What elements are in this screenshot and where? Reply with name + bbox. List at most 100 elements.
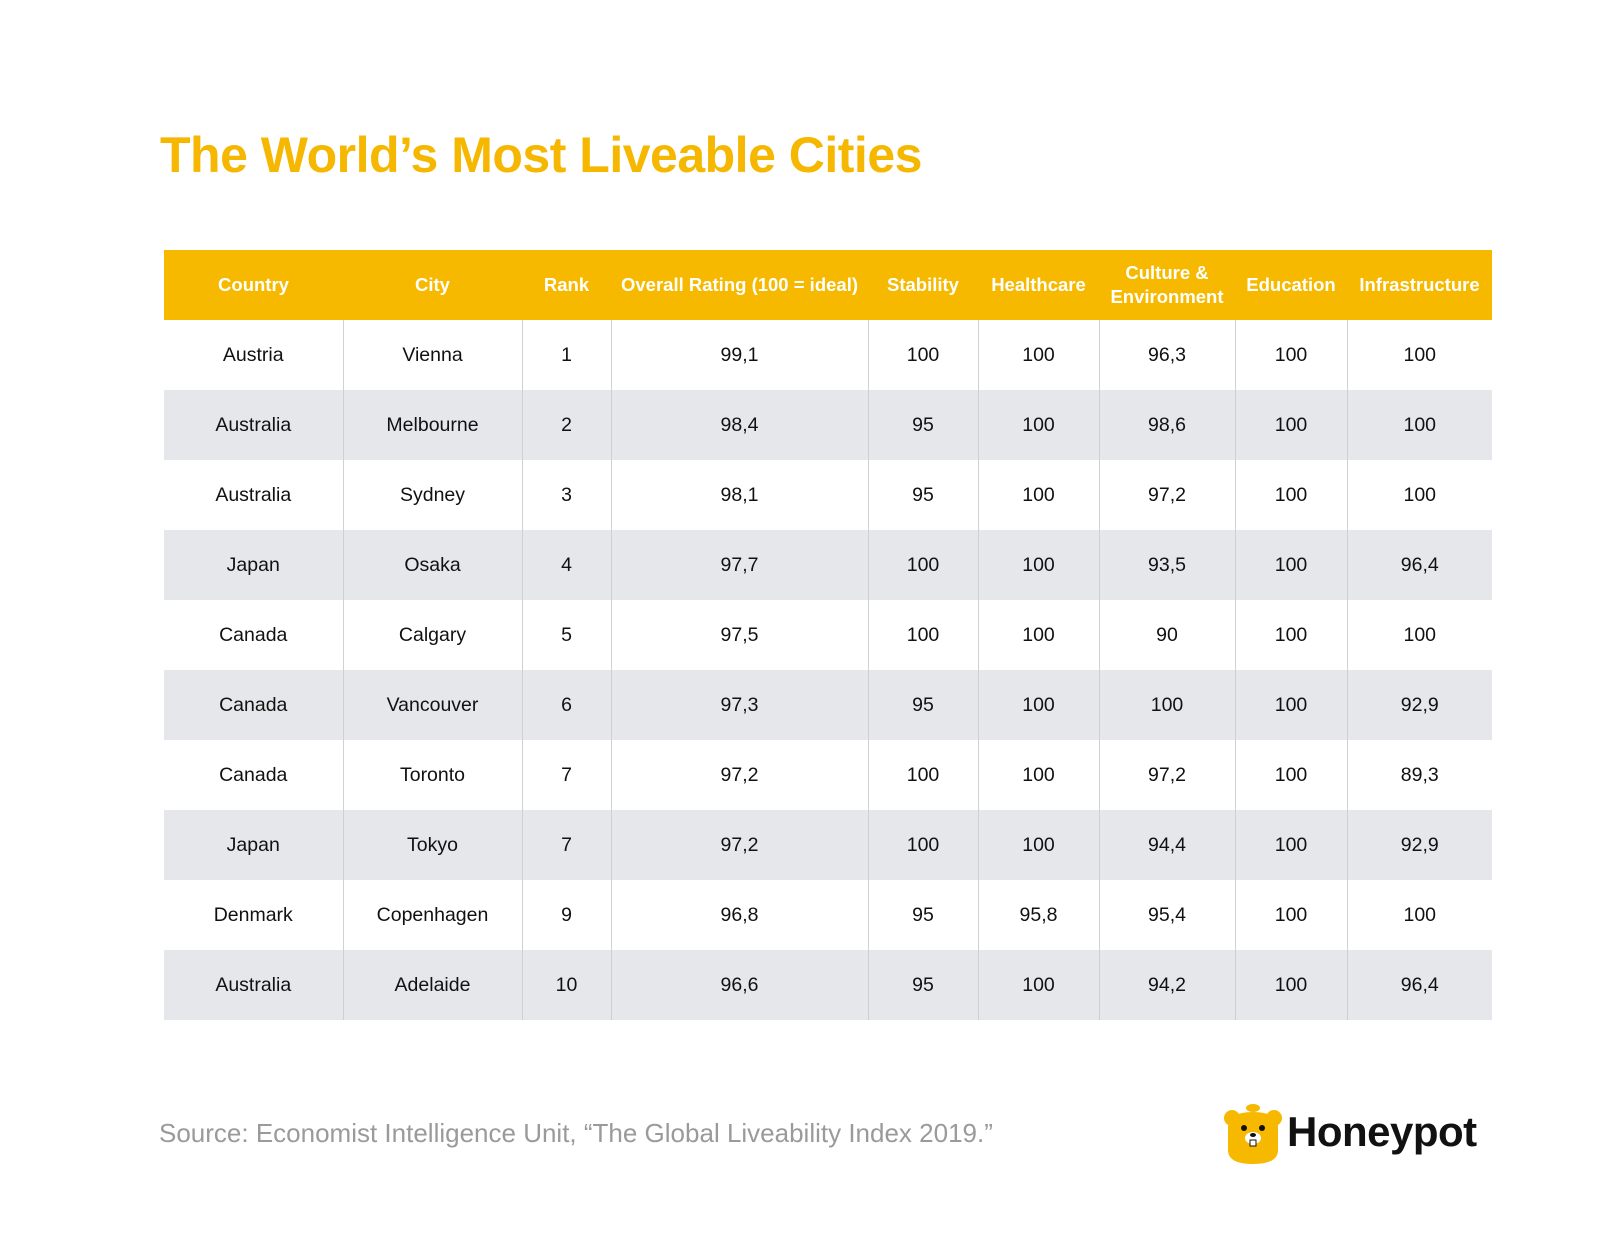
table-cell: Japan (164, 810, 343, 880)
logo-icon (1224, 1104, 1282, 1164)
table-cell: 95 (867, 670, 978, 740)
table-cell: 97,2 (610, 740, 868, 810)
table-row: Denmark Copenhagen 9 96,8 95 95,8 95,4 100 100 (164, 880, 1492, 950)
table-cell: 100 (977, 460, 1099, 530)
table-cell: 100 (1234, 320, 1347, 390)
table-cell: 100 (1234, 670, 1347, 740)
table-cell: 1 (521, 320, 611, 390)
table-cell: 98,6 (1098, 390, 1235, 460)
table-cell: 100 (1346, 880, 1492, 950)
table-cell: 92,9 (1346, 810, 1492, 880)
table-cell: 100 (867, 810, 978, 880)
column-header: Culture & Environment (1099, 250, 1235, 320)
table-cell: Sydney (342, 460, 522, 530)
table-cell: 100 (977, 390, 1099, 460)
column-header: Rank (522, 250, 611, 320)
column-header: Overall Rating (100 = ideal) (611, 250, 868, 320)
table-cell: 100 (867, 600, 978, 670)
table-cell: 93,5 (1098, 530, 1235, 600)
table-cell: 100 (977, 810, 1099, 880)
table-cell: 96,6 (610, 950, 868, 1020)
table-cell: 98,4 (610, 390, 868, 460)
table-cell: 97,2 (1098, 460, 1235, 530)
table-cell: 100 (1234, 390, 1347, 460)
table-cell: Canada (164, 670, 343, 740)
table-cell: 4 (521, 530, 611, 600)
table-cell: 100 (977, 740, 1099, 810)
table-cell: 100 (1098, 670, 1235, 740)
table-cell: 96,4 (1346, 530, 1492, 600)
table-row: Austria Vienna 1 99,1 100 100 96,3 100 100 (164, 320, 1492, 390)
table-cell: 100 (977, 670, 1099, 740)
table-cell: 95 (867, 880, 978, 950)
table-cell: Canada (219, 623, 288, 646)
title: The World’s Most Liveable Cities (160, 127, 922, 183)
table-cell: 9 (521, 880, 611, 950)
table-cell: 2 (521, 390, 611, 460)
logo-text: Honeypot (1287, 1108, 1477, 1155)
table-cell: 100 (1346, 460, 1492, 530)
table-cell: 100 (867, 740, 978, 810)
table-cell: Calgary (342, 600, 522, 670)
table-cell: 100 (1234, 880, 1347, 950)
table-cell: 95 (867, 460, 978, 530)
table-cell: 92,9 (1346, 670, 1492, 740)
table-cell: Toronto (342, 740, 522, 810)
table-cell: 7 (521, 740, 611, 810)
table-cell: 100 (1234, 740, 1347, 810)
table-cell: 97,2 (1098, 740, 1235, 810)
table-cell: 97,3 (610, 670, 868, 740)
table-cell: 100 (1234, 460, 1347, 530)
column-header: Infrastructure (1347, 250, 1492, 320)
table-cell: 100 (867, 320, 978, 390)
table-cell: Denmark (213, 903, 293, 926)
table-cell: 97,7 (610, 530, 868, 600)
table-cell: 95 (867, 390, 978, 460)
table-cell: 100 (1346, 390, 1492, 460)
table-cell: 3 (521, 460, 611, 530)
table-body: Austria Vienna 1 99,1 100 100 96,3 100 100 Austra… (164, 320, 1492, 1020)
table-cell: 95,4 (1098, 880, 1235, 950)
table-cell: 100 (977, 950, 1099, 1020)
table-cell: 94,4 (1098, 810, 1235, 880)
table-row: Canada Toronto 7 97,2 100 100 97,2 100 89,3 (164, 740, 1492, 810)
table-cell: 100 (1234, 530, 1347, 600)
table-cell: Vienna (342, 320, 522, 390)
table-cell: 5 (521, 600, 611, 670)
table-cell: Copenhagen (342, 880, 522, 950)
table-cell: 97,5 (610, 600, 868, 670)
table-cell: Austria (222, 343, 284, 366)
table-cell: 100 (977, 530, 1099, 600)
table-cell: 10 (521, 950, 611, 1020)
column-header: Education (1235, 250, 1347, 320)
table-cell: Australia (164, 950, 343, 1020)
table-cell: 95 (867, 950, 978, 1020)
table-cell: 100 (1346, 600, 1492, 670)
table-cell: 100 (1234, 600, 1347, 670)
column-header: Stability (868, 250, 978, 320)
column-header: Healthcare (978, 250, 1099, 320)
table-cell: Melbourne (342, 390, 522, 460)
table-cell: 100 (1234, 810, 1347, 880)
table-cell: Vancouver (342, 670, 522, 740)
table-row: Canada Vancouver 6 97,3 95 100 100 100 92,9 (164, 670, 1492, 740)
table-cell: Tokyo (342, 810, 522, 880)
table-cell: 96,4 (1346, 950, 1492, 1020)
table-cell: 95,8 (977, 880, 1099, 950)
table-cell: 6 (521, 670, 611, 740)
column-header: Country (164, 250, 343, 320)
table-cell: 96,8 (610, 880, 868, 950)
source: Source: Economist Intelligence Unit, “Th… (159, 1118, 993, 1148)
table-cell: Adelaide (342, 950, 522, 1020)
table-cell: Osaka (342, 530, 522, 600)
table-cell: 7 (521, 810, 611, 880)
table-row: Japan Tokyo 7 97,2 100 100 94,4 100 92,9 (164, 810, 1492, 880)
table-cell: Australia (215, 483, 292, 506)
table-cell: 100 (867, 530, 978, 600)
table-cell: 100 (1234, 950, 1347, 1020)
table-cell: Australia (164, 390, 343, 460)
table-cell: Japan (164, 530, 343, 600)
table-cell: 100 (977, 600, 1099, 670)
table-row: Japan Osaka 4 97,7 100 100 93,5 100 96,4 (164, 530, 1492, 600)
